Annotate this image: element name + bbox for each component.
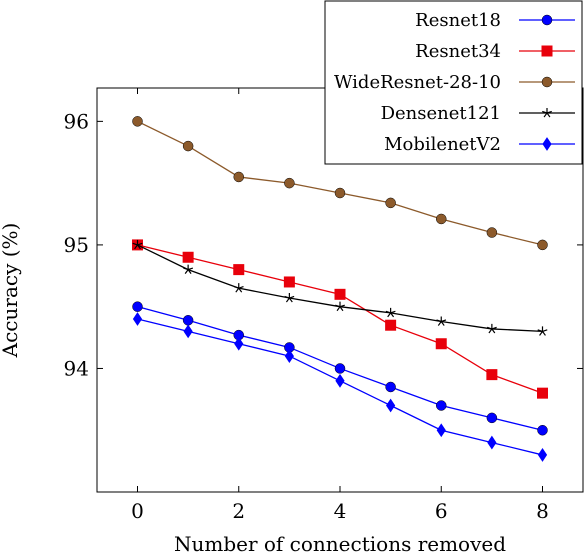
- series-resnet18: [132, 301, 548, 436]
- data-point: [537, 239, 548, 251]
- y-axis-label: Accuracy (%): [0, 223, 22, 359]
- data-point: [386, 398, 396, 413]
- data-point: [385, 381, 396, 393]
- data-point: [385, 197, 396, 209]
- data-point: [234, 336, 244, 351]
- y-tick-label: 95: [64, 233, 89, 257]
- data-point: [436, 213, 447, 225]
- legend-marker: [542, 137, 552, 151]
- data-point: [182, 315, 194, 326]
- series-wideresnet-28-10: [132, 116, 548, 251]
- data-point: [385, 307, 396, 318]
- y-tick-label: 96: [64, 109, 89, 133]
- data-point: [183, 264, 194, 275]
- data-point: [334, 187, 346, 199]
- x-tick-label: 0: [131, 499, 144, 523]
- data-point: [233, 171, 244, 183]
- x-tick-label: 8: [536, 499, 549, 523]
- data-point: [436, 316, 447, 326]
- data-point: [436, 423, 446, 438]
- legend-label: MobilenetV2: [384, 134, 501, 155]
- legend-marker: [541, 76, 553, 88]
- legend-label: Resnet18: [415, 10, 501, 31]
- x-tick-label: 2: [232, 499, 245, 523]
- data-point: [486, 369, 498, 381]
- data-point: [233, 283, 244, 293]
- data-point: [486, 323, 497, 334]
- legend-label: WideResnet-28-10: [334, 72, 501, 93]
- data-point: [334, 363, 346, 374]
- data-point: [435, 338, 447, 350]
- data-point: [132, 312, 143, 326]
- x-tick-label: 4: [334, 499, 347, 523]
- legend-label: Densenet121: [381, 103, 501, 124]
- legend-label: Resnet34: [415, 41, 501, 62]
- data-point: [537, 387, 548, 399]
- data-point: [334, 288, 346, 300]
- data-point: [487, 435, 497, 450]
- legend-marker: [542, 108, 552, 118]
- data-point: [284, 349, 294, 363]
- data-point: [132, 301, 143, 312]
- data-point: [284, 177, 295, 189]
- data-point: [284, 293, 295, 303]
- data-point: [335, 373, 345, 388]
- legend-box: [324, 0, 583, 165]
- legend-marker: [541, 14, 553, 26]
- data-point: [537, 448, 548, 462]
- data-point: [233, 264, 245, 276]
- series-line: [137, 244, 543, 333]
- data-point: [436, 400, 447, 411]
- data-point: [183, 324, 193, 339]
- data-point: [182, 251, 194, 263]
- data-point: [486, 227, 498, 238]
- data-point: [385, 319, 397, 331]
- legend-marker: [541, 45, 553, 57]
- x-axis-label: Number of connections removed: [174, 532, 506, 556]
- data-point: [132, 116, 143, 127]
- data-point: [335, 301, 345, 312]
- data-point: [486, 412, 498, 424]
- series-resnet34: [132, 239, 548, 399]
- series-mobilenetv2: [132, 312, 548, 462]
- data-point: [537, 424, 548, 436]
- x-tick-label: 6: [435, 499, 448, 523]
- data-point: [132, 239, 143, 250]
- series-densenet121: [132, 239, 548, 336]
- data-point: [182, 140, 194, 152]
- data-point: [283, 276, 295, 288]
- y-tick-label: 94: [64, 356, 89, 380]
- data-point: [537, 326, 548, 336]
